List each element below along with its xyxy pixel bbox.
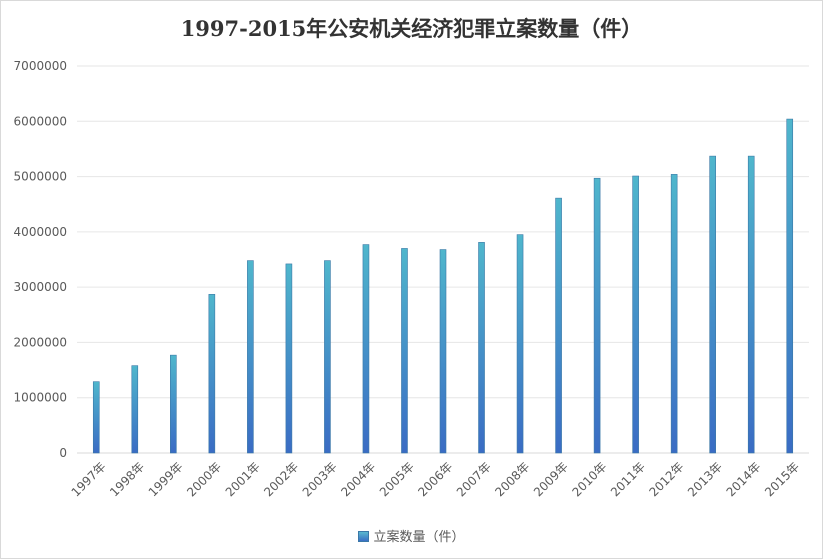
- bar-1999年: [170, 354, 177, 454]
- bar-2009年: [555, 197, 562, 454]
- x-tick-label: 1997年: [69, 459, 109, 499]
- x-tick-label: 1999年: [146, 459, 186, 499]
- bar-2012年: [670, 174, 678, 454]
- x-tick-label: 2011年: [608, 459, 648, 499]
- bar-2007年: [478, 242, 485, 454]
- y-tick-label: 6000000: [14, 114, 67, 128]
- bar-2004年: [362, 244, 370, 454]
- bar-2015年: [786, 118, 794, 454]
- x-tick-label: 2014年: [724, 459, 764, 499]
- y-tick-label: 0: [59, 446, 67, 460]
- x-tick-label: 2007年: [454, 459, 494, 499]
- legend-label: 立案数量（件）: [373, 530, 465, 545]
- x-tick-label: 2015年: [762, 459, 802, 499]
- bar-2006年: [439, 249, 447, 454]
- bar-2014年: [747, 155, 755, 454]
- x-tick-label: 2012年: [647, 459, 687, 499]
- y-tick-label: 1000000: [14, 391, 67, 405]
- bar-2005年: [401, 248, 408, 454]
- bar-2013年: [709, 155, 716, 454]
- bar-2003年: [324, 260, 331, 454]
- x-tick-label: 2006年: [415, 459, 455, 499]
- bar-1998年: [131, 365, 139, 454]
- legend-swatch: [358, 531, 370, 542]
- y-tick-label: 2000000: [14, 335, 67, 349]
- bar-1997年: [92, 381, 100, 454]
- bar-2010年: [593, 177, 601, 454]
- bar-2011年: [632, 175, 639, 454]
- bar-2001年: [247, 260, 254, 454]
- bar-2002年: [285, 263, 293, 454]
- x-tick-label: 2008年: [492, 459, 532, 499]
- x-tick-label: 2001年: [223, 459, 263, 499]
- bar-2000年: [208, 294, 216, 454]
- chart-title: 1997-2015年公安机关经济犯罪立案数量（件）: [180, 16, 643, 41]
- x-tick-label: 2000年: [184, 459, 224, 499]
- legend: 立案数量（件）: [1, 526, 822, 545]
- x-tick-label: 1998年: [107, 459, 147, 499]
- x-tick-label: 2010年: [569, 459, 609, 499]
- x-tick-label: 2005年: [377, 459, 417, 499]
- x-tick-label: 2004年: [338, 459, 378, 499]
- y-tick-label: 7000000: [14, 59, 67, 73]
- bar-2008年: [516, 234, 524, 454]
- y-tick-label: 5000000: [14, 170, 67, 184]
- y-tick-label: 3000000: [14, 280, 67, 294]
- x-tick-label: 2009年: [531, 459, 571, 499]
- x-tick-label: 2003年: [300, 459, 340, 499]
- x-tick-label: 2002年: [261, 459, 301, 499]
- y-tick-label: 4000000: [14, 225, 67, 239]
- x-tick-label: 2013年: [685, 459, 725, 499]
